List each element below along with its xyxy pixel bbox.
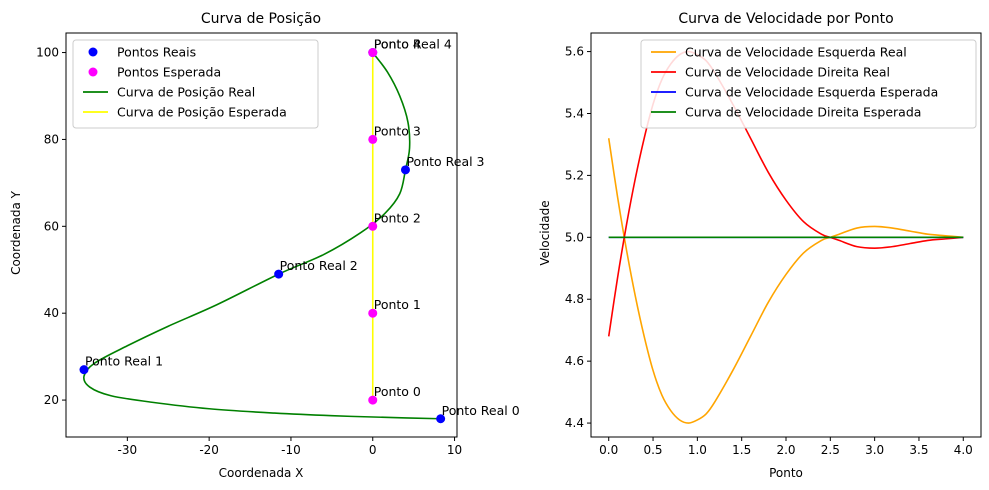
ticks: -30 -20 -10 0 10 20 40 60 80 100 (36, 46, 462, 457)
point-label: Ponto Real 2 (280, 258, 358, 273)
scatter-point (368, 134, 378, 144)
y-tick-label: 4.6 (565, 354, 584, 368)
point-label: Ponto Real 4 (374, 37, 452, 52)
point-label: Ponto 4 (374, 37, 421, 52)
legend-label: Curva de Posição Esperada (117, 105, 287, 120)
chart-title: Curva de Velocidade por Ponto (678, 11, 893, 27)
legend-label: Curva de Velocidade Direita Real (685, 65, 890, 80)
y-tick-label: 100 (36, 46, 59, 60)
scatter-point (79, 365, 89, 375)
legend-label: Curva de Velocidade Esquerda Esperada (685, 85, 938, 100)
chart-title: Curva de Posição (201, 11, 321, 27)
legend-label: Curva de Velocidade Esquerda Real (685, 45, 907, 60)
scatter-point (368, 395, 378, 405)
x-tick-label: 0 (369, 443, 377, 457)
axes-frame (65, 32, 458, 438)
y-axis-label: Velocidade (538, 200, 552, 265)
point-label: Ponto 2 (374, 210, 421, 225)
series-line (607, 138, 964, 424)
y-tick-label: 40 (44, 306, 59, 320)
axes-frame (590, 32, 982, 438)
legend: Curva de Velocidade Esquerda Real Curva d… (640, 39, 977, 129)
x-tick-label: -30 (118, 443, 138, 457)
x-tick-label: 0.5 (643, 443, 662, 457)
y-axis-label: Coordenada Y (9, 190, 23, 275)
legend: Pontos Reais Pontos Esperada Curva de Posi… (72, 39, 319, 129)
scatter-point (274, 269, 284, 279)
x-tick-label: 2.0 (776, 443, 795, 457)
ticks: 0.0 0.5 1.0 1.5 2.0 2.5 3.0 3.5 4.0 4.4 4.6 4.8 5.0 5… (565, 45, 973, 457)
y-tick-label: 80 (44, 132, 59, 146)
velocity-chart: Curva de Velocidade por Ponto Ponto Velo… (538, 11, 982, 480)
x-tick-label: 0.0 (599, 443, 618, 457)
point-label: Ponto Real 1 (85, 354, 163, 369)
point-label: Ponto 0 (374, 384, 421, 399)
legend-marker (88, 47, 98, 57)
x-tick-label: 1.0 (688, 443, 707, 457)
y-tick-label: 60 (44, 219, 59, 233)
point-label: Ponto Real 3 (406, 154, 484, 169)
x-axis-label: Ponto (769, 466, 803, 480)
y-tick-label: 5.2 (565, 168, 584, 182)
y-tick-label: 5.0 (565, 230, 584, 244)
scatter-point (368, 308, 378, 318)
scatter-point (400, 165, 410, 175)
x-tick-label: 2.5 (821, 443, 840, 457)
point-label: Ponto 3 (374, 123, 421, 138)
legend-label: Pontos Esperada (117, 65, 221, 80)
legend-box (640, 39, 977, 129)
series-line (83, 52, 441, 420)
y-tick-label: 5.4 (565, 106, 584, 120)
position-chart: Curva de Posição Coordenada X Coordenada… (9, 11, 520, 480)
legend-label: Pontos Reais (117, 45, 196, 60)
point-label: Ponto Real 0 (442, 403, 520, 418)
scatter-point (436, 414, 446, 424)
x-axis-label: Coordenada X (219, 466, 304, 480)
plot-area: Ponto Real 0 Ponto Real 1 Ponto Real 2 Pont… (79, 37, 520, 424)
scatter-point (368, 48, 378, 58)
x-tick-label: 3.5 (909, 443, 928, 457)
scatter-point (368, 221, 378, 231)
legend-label: Curva de Velocidade Direita Esperada (685, 105, 921, 120)
y-tick-label: 20 (44, 393, 59, 407)
x-tick-label: 10 (447, 443, 462, 457)
y-tick-label: 5.6 (565, 45, 584, 59)
x-tick-label: 4.0 (954, 443, 973, 457)
x-tick-label: -20 (199, 443, 219, 457)
legend-label: Curva de Posição Real (117, 85, 255, 100)
y-tick-label: 4.4 (565, 416, 584, 430)
y-tick-label: 4.8 (565, 292, 584, 306)
legend-marker (88, 67, 98, 77)
x-tick-label: 3.0 (865, 443, 884, 457)
x-tick-label: -10 (281, 443, 301, 457)
legend-box (72, 39, 319, 129)
point-label: Ponto 1 (374, 297, 421, 312)
x-tick-label: 1.5 (732, 443, 751, 457)
